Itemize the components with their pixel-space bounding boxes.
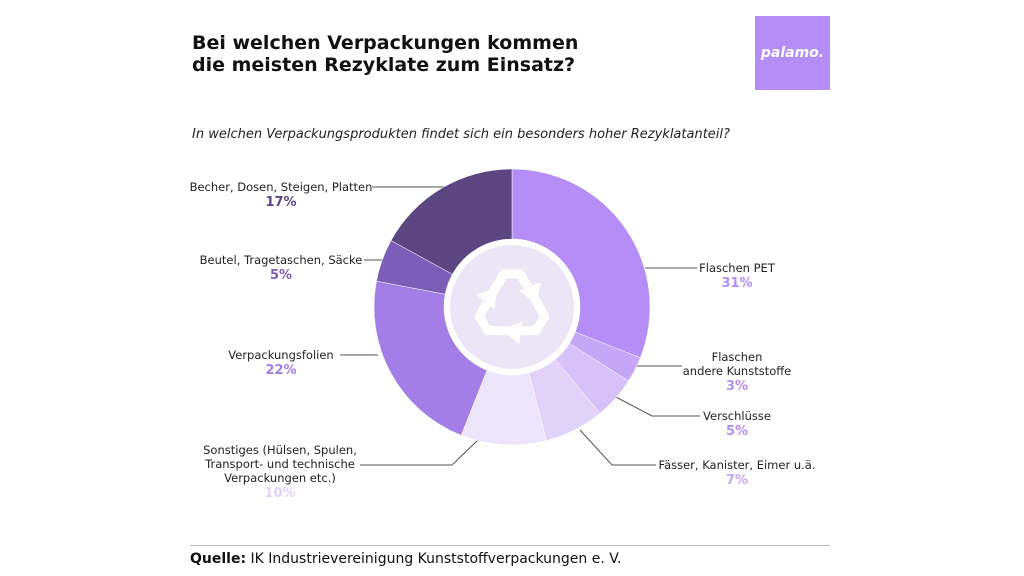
source-text: IK Industrievereinigung Kunststoffverpac… <box>250 551 622 567</box>
category-name: Becher, Dosen, Steigen, Platten <box>189 180 373 194</box>
donut-segment <box>511 168 651 359</box>
segment-label: Sonstiges (Hülsen, Spulen, Transport- un… <box>203 443 357 502</box>
segment-label: Verschlüsse 5% <box>703 409 771 440</box>
source-label: Quelle: <box>190 551 247 567</box>
source: Quelle: IK Industrievereinigung Kunststo… <box>190 551 621 567</box>
category-name: Verschlüsse <box>703 409 771 423</box>
value-label: 17% <box>265 195 297 210</box>
category-name: Beutel, Tragetaschen, Säcke <box>199 253 363 267</box>
segment-label: Flaschen andere Kunststoffe 3% <box>683 350 792 395</box>
value-label: 22% <box>265 363 297 378</box>
segment-label: Flaschen PET 31% <box>699 261 775 292</box>
category-name: Sonstiges (Hülsen, Spulen, Transport- un… <box>203 443 357 485</box>
category-name: Fässer, Kanister, Eimer u.ä. <box>658 458 816 472</box>
value-label: 7% <box>725 473 749 488</box>
value-label: 5% <box>725 424 749 439</box>
category-name: Verpackungsfolien <box>228 348 334 362</box>
category-name: Flaschen PET <box>699 261 775 275</box>
value-label: 10% <box>264 486 296 501</box>
category-name: Flaschen andere Kunststoffe <box>682 350 792 378</box>
divider <box>190 545 830 546</box>
segment-label: Fässer, Kanister, Eimer u.ä. 7% <box>659 458 816 489</box>
arrow-body <box>521 290 550 336</box>
value-label: 3% <box>725 379 749 394</box>
arrow-head <box>476 287 498 309</box>
recycle-icon <box>474 269 550 344</box>
arrow-body <box>474 301 515 336</box>
chart-subtitle: In welchen Verpackungsprodukten findet s… <box>192 127 730 142</box>
value-label: 5% <box>269 268 293 283</box>
value-label: 31% <box>721 276 753 291</box>
arrow-body <box>486 269 532 300</box>
segment-label: Beutel, Tragetaschen, Säcke 5% <box>200 253 363 284</box>
chart-title: Bei welchen Verpackungen kommen die meis… <box>192 32 579 76</box>
center-disc <box>450 245 574 369</box>
leader-lines <box>340 186 700 466</box>
recycle-arrow <box>474 287 515 336</box>
logo: palamo. <box>755 16 830 90</box>
segment-label: Verpackungsfolien 22% <box>228 348 333 379</box>
segment-label: Becher, Dosen, Steigen, Platten 17% <box>190 180 373 211</box>
